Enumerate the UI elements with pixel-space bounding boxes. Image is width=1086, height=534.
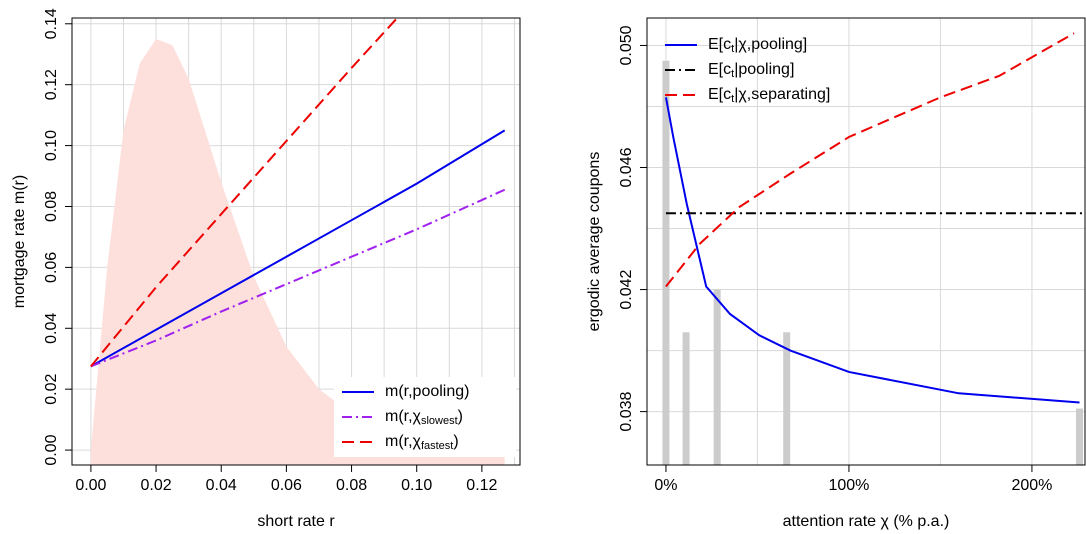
y-tick-label: 0.08 [43, 191, 60, 222]
legend-text: E[c [708, 36, 731, 53]
legend-text: |pooling] [734, 61, 794, 78]
y-tick-label: 0.042 [618, 269, 635, 309]
density-area [90, 39, 505, 465]
x-tick-label: 200% [1011, 477, 1052, 494]
x-tick-label: 0.04 [206, 477, 237, 494]
x-axis-title: attention rate χ (% p.a.) [783, 513, 950, 530]
legend-label: m(r,χslowest) [385, 408, 463, 427]
line [90, 129, 506, 368]
x-axis-title: short rate r [257, 513, 335, 530]
y-tick-label: 0.038 [618, 391, 635, 431]
legend-text: m(r,χ [385, 408, 422, 425]
bar [682, 332, 690, 465]
x-tick-label: 100% [828, 477, 869, 494]
bar [1076, 408, 1084, 465]
line [664, 97, 1080, 404]
legend-subscript: t [731, 68, 734, 80]
legend-subscript: slowest [421, 415, 458, 427]
legend-text: E[c [708, 61, 731, 78]
legend-subscript: fastest [421, 440, 453, 452]
x-tick-label: 0.08 [336, 477, 367, 494]
y-tick-label: 0.00 [43, 434, 60, 465]
y-tick-label: 0.046 [618, 147, 635, 187]
legend-label: E[ct|χ,pooling] [708, 36, 807, 55]
legend-label: m(r,χfastest) [385, 433, 459, 452]
y-tick-label: 0.12 [43, 69, 60, 100]
plot-frame [71, 17, 521, 466]
legend-text: ) [453, 433, 458, 450]
legend-text: |χ,separating] [734, 86, 830, 103]
legend-text: m(r,pooling) [385, 383, 469, 400]
legend-label: E[ct|pooling] [708, 61, 794, 80]
y-tick-label: 0.050 [618, 25, 635, 65]
legend-text: m(r,χ [385, 433, 422, 450]
y-tick-label: 0.14 [43, 8, 60, 39]
x-tick-label: 0.10 [401, 477, 432, 494]
x-tick-label: 0.06 [271, 477, 302, 494]
x-tick-label: 0.12 [466, 477, 497, 494]
bar [783, 332, 791, 465]
legend-text: |χ,pooling] [734, 36, 807, 53]
y-tick-label: 0.06 [43, 252, 60, 283]
legend-subscript: t [731, 93, 734, 105]
legend-text: E[c [708, 86, 731, 103]
plot-area [647, 18, 1085, 465]
y-axis-title: ergodic average coupons [586, 152, 603, 332]
legend-text: ) [458, 408, 463, 425]
y-axis-title: mortgage rate m(r) [11, 175, 28, 308]
line [90, 18, 398, 367]
x-tick-label: 0.00 [75, 477, 106, 494]
bar [713, 289, 721, 465]
y-tick-label: 0.02 [43, 374, 60, 405]
x-tick-label: 0.02 [140, 477, 171, 494]
plot-frame [646, 17, 1086, 466]
legend-label: E[ct|χ,separating] [708, 86, 830, 105]
line [665, 32, 1075, 288]
y-tick-label: 0.10 [43, 130, 60, 161]
bar [662, 60, 670, 465]
legend-subscript: t [731, 43, 734, 55]
y-tick-label: 0.04 [43, 313, 60, 344]
x-tick-label: 0% [654, 477, 677, 494]
legend-label: m(r,pooling) [385, 383, 469, 400]
